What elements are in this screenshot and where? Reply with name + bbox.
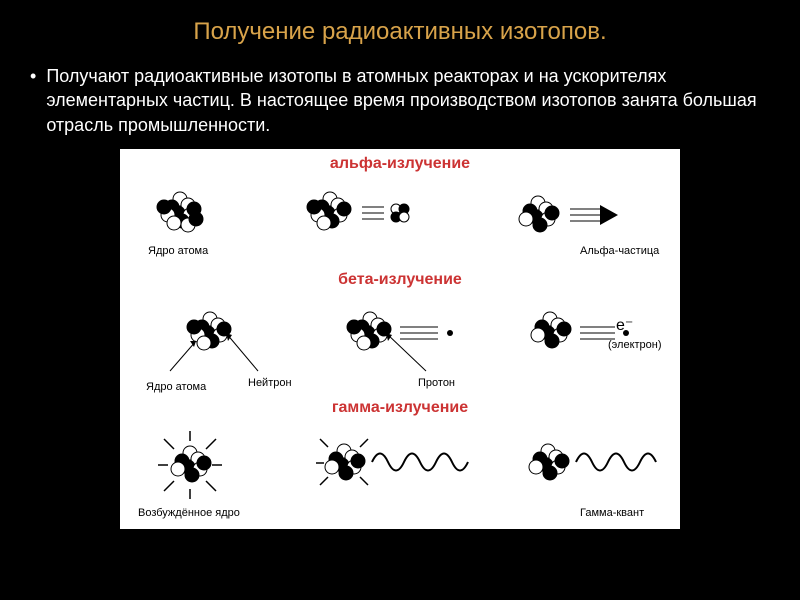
beta-nucleus-emitting bbox=[330, 299, 480, 379]
beta-proton-label: Протон bbox=[418, 377, 455, 389]
gamma-left-label: Возбуждённое ядро bbox=[138, 507, 240, 519]
description-paragraph: • Получают радиоактивные изотопы в атомн… bbox=[0, 56, 800, 149]
title-text: Получение радиоактивных изотопов. bbox=[193, 18, 606, 45]
bullet-marker: • bbox=[30, 64, 36, 137]
electron-symbol: e⁻ bbox=[616, 315, 633, 335]
beta-nucleus-before bbox=[160, 299, 270, 379]
alpha-right-label: Альфа-частица bbox=[580, 245, 659, 257]
bullet-text: Получают радиоактивные изотопы в атомных… bbox=[46, 64, 770, 137]
electron-label: (электрон) bbox=[608, 339, 662, 351]
alpha-nucleus-before bbox=[150, 179, 210, 239]
beta-heading: бета-излучение bbox=[120, 271, 680, 289]
beta-neutron-label: Нейтрон bbox=[248, 377, 292, 389]
gamma-nucleus-excited bbox=[150, 425, 230, 505]
alpha-left-label: Ядро атома bbox=[148, 245, 208, 257]
alpha-heading: альфа-излучение bbox=[120, 155, 680, 173]
alpha-nucleus-emitting bbox=[300, 179, 440, 239]
page-title: Получение радиоактивных изотопов. bbox=[0, 0, 800, 56]
radiation-diagram: альфа-излучение Ядро атома bbox=[120, 149, 680, 529]
alpha-nucleus-after bbox=[510, 181, 640, 241]
gamma-right-label: Гамма-квант bbox=[580, 507, 644, 519]
beta-left-label: Ядро атома bbox=[146, 381, 206, 393]
gamma-nucleus-after bbox=[520, 427, 670, 497]
gamma-nucleus-emitting bbox=[310, 427, 480, 497]
gamma-heading: гамма-излучение bbox=[120, 399, 680, 417]
